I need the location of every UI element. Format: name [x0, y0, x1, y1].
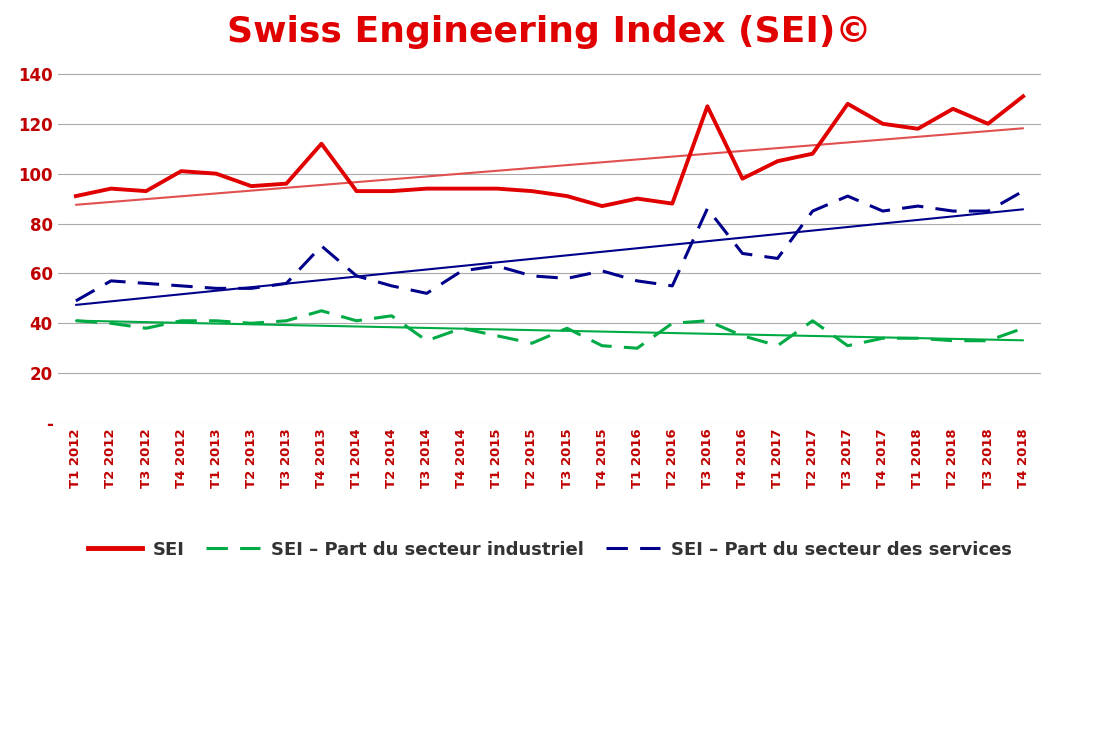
Legend: SEI, SEI – Part du secteur industriel, SEI – Part du secteur des services: SEI, SEI – Part du secteur industriel, S… — [80, 533, 1019, 566]
Title: Swiss Engineering Index (SEI)©: Swiss Engineering Index (SEI)© — [227, 15, 872, 49]
